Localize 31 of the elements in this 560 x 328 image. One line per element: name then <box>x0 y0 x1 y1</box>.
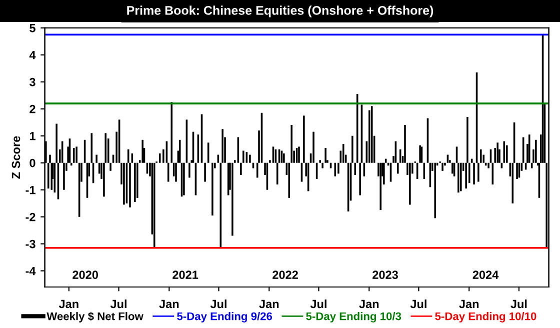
x2-tick-label: 2020 <box>72 270 98 280</box>
legend-label: 5-Day Ending 9/26 <box>177 312 272 322</box>
y-tick-label: 4 <box>29 51 36 60</box>
x-tick-label: Jul <box>210 300 226 308</box>
y-tick-label: -3 <box>26 240 36 248</box>
x-tick-label: Jul <box>310 300 326 308</box>
x-tick-label: Jan <box>459 300 479 308</box>
x-tick-label: Jan <box>359 300 379 308</box>
x2-tick-label: 2023 <box>372 270 398 280</box>
legend-label: 5-Day Ending 10/10 <box>435 312 536 322</box>
chart-title: Prime Book: Chinese Equities (Onshore + Offshore) <box>127 6 434 18</box>
legend-label: Weekly $ Net Flow <box>46 312 144 322</box>
x2-tick-label: 2021 <box>172 270 198 280</box>
y-tick-label: 1 <box>30 132 36 140</box>
y-tick-label: -1 <box>26 186 36 194</box>
y-tick-label: 0 <box>30 158 36 168</box>
y-tick-label: 2 <box>30 104 36 114</box>
y-axis-title: Z Score <box>12 136 20 179</box>
x-tick-label: Jul <box>110 300 126 308</box>
x-tick-label: Jan <box>159 300 179 308</box>
x-tick-label: Jul <box>510 300 527 308</box>
y-tick-label: 3 <box>29 78 36 86</box>
x-tick-label: Jan <box>259 300 279 308</box>
legend-label: 5-Day Ending 10/3 <box>306 312 402 322</box>
x2-tick-label: 2022 <box>272 270 298 280</box>
x2-tick-label: 2024 <box>472 270 499 280</box>
y-tick-label: -2 <box>26 212 36 222</box>
x-tick-label: Jan <box>58 300 78 308</box>
y-tick-label: 5 <box>30 24 36 32</box>
x-tick-label: Jul <box>410 300 426 308</box>
y-tick-label: -4 <box>26 266 36 276</box>
